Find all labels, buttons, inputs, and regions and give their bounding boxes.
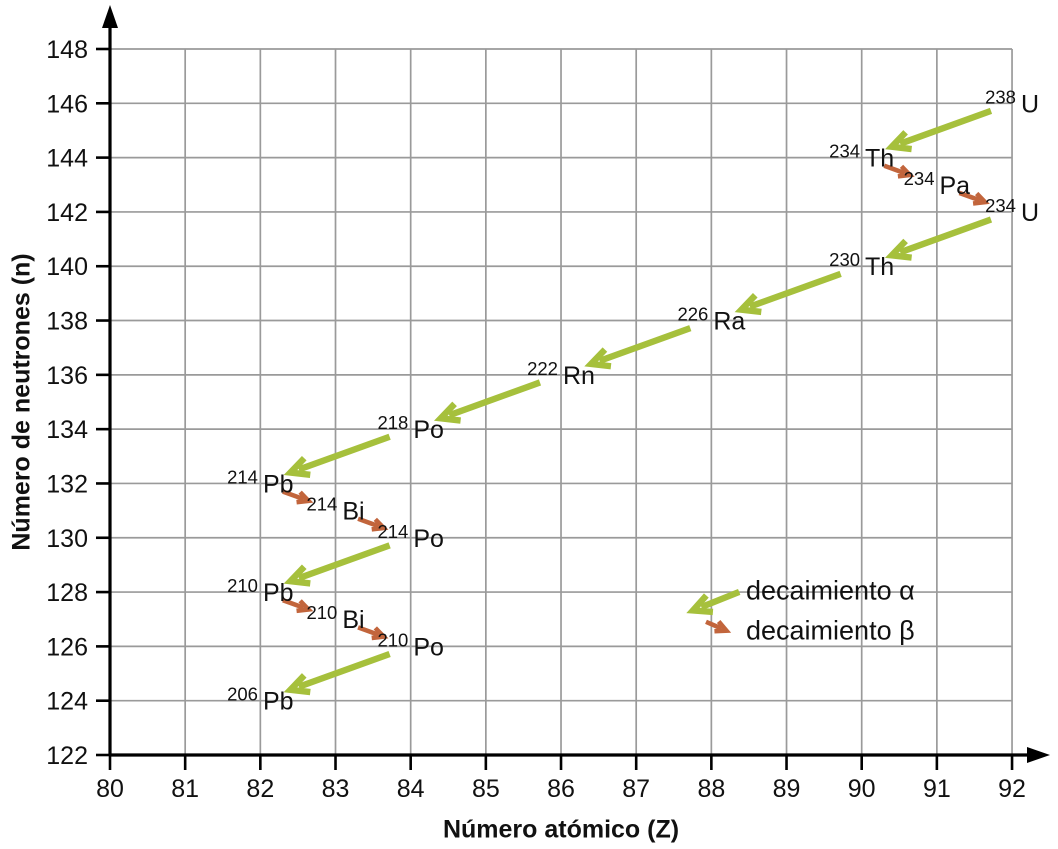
x-axis-arrowhead — [1027, 747, 1050, 763]
x-tick-label: 89 — [773, 775, 801, 803]
isotope-label-210Po: 210 Po — [377, 629, 443, 661]
x-tick-label: 92 — [998, 775, 1026, 803]
y-tick-label: 148 — [46, 36, 88, 64]
beta-decay-arrow-shaft — [357, 625, 380, 637]
x-tick-label: 88 — [697, 775, 725, 803]
alpha-decay-arrow-shaft — [297, 542, 391, 582]
y-tick-label: 144 — [46, 145, 88, 173]
y-tick-label: 146 — [46, 90, 88, 118]
isotope-label-210Bi: 210 Bi — [306, 602, 364, 634]
isotope-label-234Th: 234 Th — [829, 141, 894, 173]
alpha-decay-arrow-shaft — [297, 433, 391, 473]
y-tick-label: 138 — [46, 308, 88, 336]
x-tick-label: 87 — [622, 775, 650, 803]
isotope-label-218Po: 218 Po — [377, 412, 443, 444]
isotope-label-214Po: 214 Po — [377, 521, 443, 553]
x-tick-label: 80 — [96, 775, 124, 803]
y-tick-label: 122 — [46, 742, 88, 770]
alpha-decay-arrow-head — [884, 130, 913, 153]
beta-decay-arrow-head — [371, 517, 389, 532]
alpha-decay-arrow-head — [884, 238, 913, 261]
beta-decay-arrow-head — [296, 490, 314, 505]
isotope-label-206Pb: 206 Pb — [227, 684, 293, 716]
beta-decay-arrow-shaft — [357, 516, 380, 529]
y-axis-arrowhead — [102, 5, 118, 28]
legend-beta-decay-label: decaimiento β — [746, 615, 915, 646]
isotope-label-238U: 238 U — [985, 86, 1039, 118]
alpha-decay-arrow-shaft — [598, 325, 692, 364]
beta-decay-arrow-head — [897, 164, 915, 179]
alpha-decay-arrow-shaft — [748, 270, 842, 310]
isotope-label-230Th: 230 Th — [829, 249, 894, 281]
y-tick-label: 132 — [46, 470, 88, 498]
y-tick-label: 136 — [46, 362, 88, 390]
y-tick-label: 140 — [46, 253, 88, 281]
x-tick-label: 83 — [322, 775, 350, 803]
legend-alpha-arrow-shaft — [700, 588, 741, 611]
y-tick-label: 128 — [46, 579, 88, 607]
y-tick-label: 134 — [46, 416, 88, 444]
alpha-decay-arrow-head — [584, 347, 612, 370]
x-tick-label: 86 — [547, 775, 575, 803]
x-tick-label: 90 — [848, 775, 876, 803]
x-tick-label: 91 — [923, 775, 951, 803]
alpha-decay-arrow-head — [433, 401, 461, 424]
alpha-decay-arrow-head — [283, 455, 311, 479]
x-axis-title: Número atómico (Z) — [442, 815, 680, 844]
beta-decay-arrow-shaft — [883, 163, 906, 176]
beta-decay-arrow-head — [296, 599, 314, 614]
y-tick-label: 130 — [46, 525, 88, 553]
beta-decay-arrow-head — [371, 626, 389, 641]
legend-alpha-arrow-head — [686, 593, 714, 616]
isotope-label-214Bi: 214 Bi — [306, 494, 364, 526]
y-tick-label: 142 — [46, 199, 88, 227]
x-tick-label: 84 — [397, 775, 425, 803]
x-tick-label: 81 — [171, 775, 199, 803]
alpha-decay-arrow-head — [283, 673, 311, 696]
alpha-decay-arrow-shaft — [899, 107, 993, 147]
isotope-label-234Pa: 234 Pa — [904, 168, 971, 200]
isotope-label-214Pb: 214 Pb — [227, 466, 293, 498]
y-axis-title: Número de neutrones (n) — [7, 253, 36, 551]
legend-alpha-decay-label: decaimiento α — [746, 575, 915, 606]
beta-decay-arrow-head — [972, 191, 990, 206]
x-tick-label: 82 — [246, 775, 274, 803]
beta-decay-arrow-shaft — [282, 598, 305, 610]
isotope-label-234U: 234 U — [985, 195, 1039, 227]
y-tick-label: 124 — [46, 688, 88, 716]
alpha-decay-arrow-shaft — [297, 650, 391, 690]
isotope-label-226Ra: 226 Ra — [677, 304, 745, 336]
y-tick-label: 126 — [46, 633, 88, 661]
legend-beta-arrow-head — [714, 619, 732, 634]
alpha-decay-arrow-head — [734, 293, 762, 316]
isotope-label-222Rn: 222 Rn — [527, 358, 595, 390]
beta-decay-arrow-shaft — [958, 190, 981, 203]
alpha-decay-arrow-shaft — [448, 379, 542, 419]
alpha-decay-arrow-head — [283, 564, 311, 587]
legend-beta-arrow-shaft — [705, 619, 723, 631]
alpha-decay-arrow-shaft — [899, 216, 993, 256]
isotope-label-210Pb: 210 Pb — [227, 575, 293, 607]
x-tick-label: 85 — [472, 775, 500, 803]
beta-decay-arrow-shaft — [282, 489, 305, 502]
